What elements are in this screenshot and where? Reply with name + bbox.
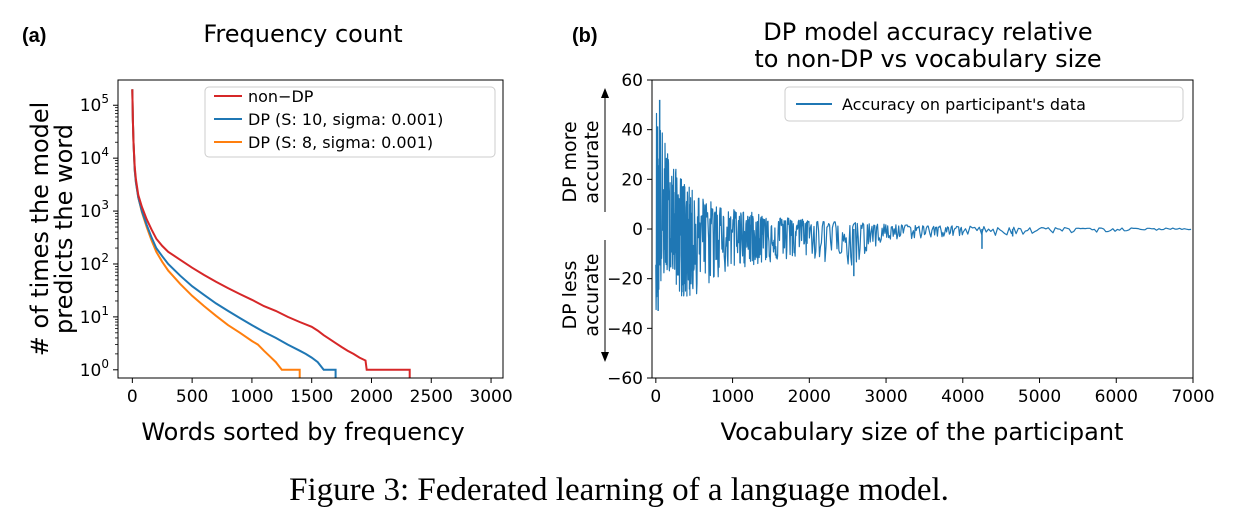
panel-a-x-ticks: 0 500 1000 1500 2000 2500 3000 xyxy=(127,378,513,407)
panel-b-plot-area xyxy=(655,99,1192,311)
panel-b-label: (b) xyxy=(572,25,598,47)
panel-a-x-tick-label: 1000 xyxy=(230,387,273,407)
panel-a-x-tick-label: 500 xyxy=(176,387,208,407)
panel-b-x-tick-label: 6000 xyxy=(1095,387,1138,407)
panel-b-dp-less-accurate-note: DP less accurate xyxy=(559,253,603,336)
panel-b-y-tick-label: 20 xyxy=(621,170,643,190)
panel-b-y-tick-label: −40 xyxy=(607,319,643,339)
panel-a-x-tick-label: 2000 xyxy=(350,387,393,407)
panel-b-x-axis-title: Vocabulary size of the participant xyxy=(721,418,1124,446)
panel-a-y-axis-title-line: # of times the model xyxy=(26,102,54,357)
panel-a-y-axis-title-line: predicts the word xyxy=(50,124,78,334)
panel-b-dp-more-accurate-note-line: accurate xyxy=(581,120,603,203)
panel-b-dp-less-accurate-note-line: DP less xyxy=(559,261,581,330)
panel-b-legend: Accuracy on participant's data xyxy=(784,86,1184,122)
panel-b-x-tick-label: 3000 xyxy=(864,387,907,407)
panel-b-legend-entry: Accuracy on participant's data xyxy=(842,95,1086,114)
panel-b-x-tick-label: 1000 xyxy=(711,387,754,407)
panel-a-x-tick-label: 3000 xyxy=(469,387,512,407)
panel-a-x-tick-label: 1500 xyxy=(290,387,333,407)
panel-b-y-tick-label: 0 xyxy=(632,220,643,240)
panel-b-dp-more-accurate-note: DP more accurate xyxy=(559,120,603,203)
panel-a-y-tick-label: 100 xyxy=(80,357,109,381)
panel-b-legend-box xyxy=(784,86,1184,122)
panel-a-legend-entry: DP (S: 10, sigma: 0.001) xyxy=(248,110,443,129)
panel-a-series-line-0 xyxy=(131,89,411,378)
panel-a-legend-entry: DP (S: 8, sigma: 0.001) xyxy=(248,133,433,152)
panel-a-y-tick-label: 101 xyxy=(80,304,109,328)
panel-b-x-tick-label: 5000 xyxy=(1018,387,1061,407)
panel-b-x-tick-label: 0 xyxy=(650,387,661,407)
panel-b-x-tick-label: 2000 xyxy=(788,387,831,407)
panel-a-title: Frequency count xyxy=(203,20,402,48)
panel-b-dp-less-accurate-note-line: accurate xyxy=(581,253,603,336)
panel-b-down-arrowhead xyxy=(601,352,609,362)
panel-b-y-tick-label: 40 xyxy=(621,121,643,141)
panel-b-y-tick-label: 60 xyxy=(621,71,643,91)
panel-a-plot-area xyxy=(131,89,411,378)
panel-b-title-line: to non-DP vs vocabulary size xyxy=(754,45,1101,73)
panel-a-x-axis-title: Words sorted by frequency xyxy=(141,418,464,446)
figure-caption: Figure 3: Federated learning of a langua… xyxy=(289,472,949,508)
panel-b-dp-more-accurate-note-line: DP more xyxy=(559,121,581,202)
panel-a-axes-frame xyxy=(117,79,504,379)
panel-a-frequency-count: (a) Frequency count 0 500 1000 1500 2000 2500… xyxy=(22,20,513,446)
panel-b-up-arrowhead xyxy=(601,88,609,98)
panel-a-legend: non−DP DP (S: 10, sigma: 0.001) DP (S: 8, … xyxy=(204,86,496,158)
panel-a-y-tick-label: 103 xyxy=(80,198,109,222)
panel-a-x-tick-label: 0 xyxy=(127,387,138,407)
panel-a-y-tick-label: 102 xyxy=(80,251,109,275)
panel-b-y-ticks: −60 −40 −20 0 20 40 60 xyxy=(607,71,652,389)
panel-a-x-tick-label: 2500 xyxy=(410,387,453,407)
panel-b-x-tick-label: 4000 xyxy=(941,387,984,407)
panel-a-y-tick-label: 104 xyxy=(80,145,109,169)
panel-a-legend-entry: non−DP xyxy=(248,87,314,106)
panel-a-legend-box xyxy=(204,86,496,158)
panel-b-series-line xyxy=(655,112,1192,311)
panel-b-title-line: DP model accuracy relative xyxy=(763,18,1092,46)
panel-b-x-ticks: 0 1000 2000 3000 4000 5000 6000 7000 xyxy=(650,378,1215,407)
panel-a-y-ticks: 100 101 102 103 104 105 xyxy=(80,92,118,381)
panel-a-label: (a) xyxy=(22,25,46,47)
panel-b-y-tick-label: −20 xyxy=(607,270,643,290)
panel-b-x-tick-label: 7000 xyxy=(1171,387,1214,407)
panel-b-y-tick-label: −60 xyxy=(607,369,643,389)
panel-a-y-tick-label: 105 xyxy=(80,92,109,116)
